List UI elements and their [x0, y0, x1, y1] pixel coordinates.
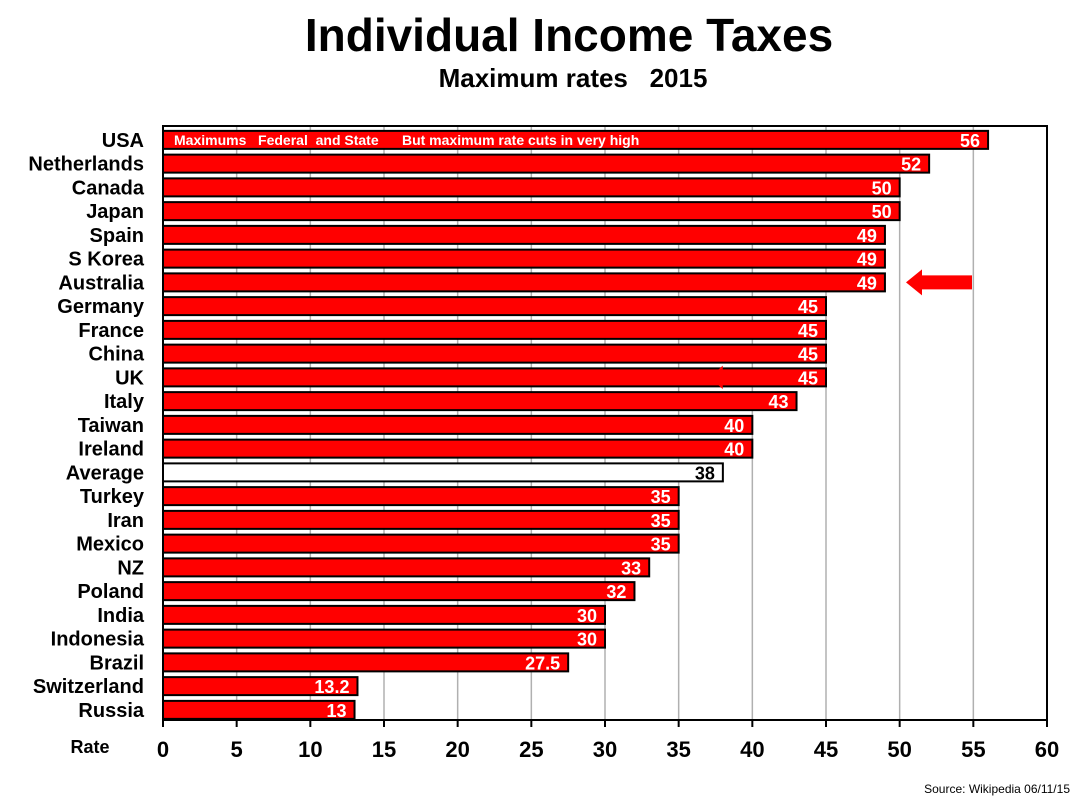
category-label: Mexico: [76, 534, 144, 556]
category-label: S Korea: [68, 249, 144, 271]
value-label: 40: [724, 416, 744, 436]
value-label: 35: [651, 535, 671, 555]
category-label: Australia: [58, 272, 144, 294]
plot-frame: [162, 125, 1048, 721]
source-note: Source: Wikipedia 06/11/15: [924, 782, 1070, 796]
category-label: Iran: [107, 510, 144, 532]
outline-arrow: [709, 365, 769, 390]
bar-india: [162, 604, 606, 625]
value-label: 43: [769, 392, 789, 412]
x-axis-ticks: 0 5 10 15 20 25 30 35 40 45 50 55 60: [157, 720, 1059, 762]
category-label: NZ: [117, 557, 144, 579]
value-label: 49: [857, 273, 877, 293]
value-label: 13.2: [314, 677, 349, 697]
category-label: Poland: [77, 581, 144, 603]
bar-uk: [162, 367, 827, 388]
category-label: Netherlands: [28, 154, 144, 176]
value-label: 30: [577, 606, 597, 626]
value-label: 45: [798, 345, 818, 365]
x-tick-label: 35: [666, 737, 690, 762]
category-label: USA: [102, 130, 144, 152]
category-label: Average: [66, 462, 144, 484]
bars: [162, 129, 990, 720]
value-label: 45: [798, 368, 818, 388]
bar-australia: [162, 272, 886, 293]
category-label: Japan: [86, 201, 144, 223]
x-tick-label: 20: [445, 737, 469, 762]
chart-subtitle: Maximum rates 2015: [439, 63, 708, 93]
value-label: 27.5: [525, 653, 560, 673]
bar-s-korea: [162, 248, 886, 269]
x-tick-label: 0: [157, 737, 169, 762]
value-label: 35: [651, 487, 671, 507]
x-tick-label: 10: [298, 737, 322, 762]
value-label: 49: [857, 250, 877, 270]
x-axis-title: Rate: [70, 737, 109, 757]
value-label: 33: [621, 558, 641, 578]
value-label: 35: [651, 511, 671, 531]
x-tick-label: 25: [519, 737, 543, 762]
bar-china: [162, 343, 827, 364]
bar-taiwan: [162, 414, 754, 435]
bar-poland: [162, 581, 636, 602]
category-label: Germany: [57, 296, 145, 318]
category-label: India: [97, 605, 145, 627]
category-label: Turkey: [80, 486, 145, 508]
value-label: 56: [960, 131, 980, 151]
value-label: 30: [577, 630, 597, 650]
bar-average: [162, 462, 724, 483]
bar-mexico: [162, 533, 680, 554]
solid-arrow: [906, 269, 972, 296]
category-label: Canada: [72, 177, 145, 199]
category-label: Indonesia: [51, 629, 145, 651]
bar-japan: [162, 201, 901, 222]
category-label: Switzerland: [33, 676, 144, 698]
category-label: France: [78, 320, 144, 342]
bar-brazil: [162, 652, 570, 673]
bar-italy: [162, 391, 798, 412]
category-label: China: [88, 344, 144, 366]
x-tick-label: 5: [231, 737, 243, 762]
bar-germany: [162, 296, 827, 317]
bar-canada: [162, 177, 901, 198]
category-label: Taiwan: [78, 415, 144, 437]
value-label: 45: [798, 297, 818, 317]
x-tick-label: 15: [372, 737, 396, 762]
value-label: 32: [606, 582, 626, 602]
category-label: UK: [115, 367, 144, 389]
usa-annotation: Maximums Federal and State But maximum r…: [174, 132, 639, 148]
bar-france: [162, 319, 827, 340]
category-label: Ireland: [78, 439, 144, 461]
bar-iran: [162, 509, 680, 530]
value-label: 40: [724, 440, 744, 460]
arrows: [709, 269, 972, 390]
category-label: Italy: [104, 391, 145, 413]
x-tick-label: 40: [740, 737, 764, 762]
bar-ireland: [162, 438, 754, 459]
category-label: Brazil: [90, 652, 144, 674]
x-tick-label: 30: [593, 737, 617, 762]
value-label: 49: [857, 226, 877, 246]
value-label: 50: [872, 202, 892, 222]
value-labels: 56 52 50 50 49 49 49 45 45 45 45 43 40 40 38 35 35 35 33 32…: [314, 131, 980, 721]
bar-nz: [162, 557, 651, 578]
value-label: 52: [901, 155, 921, 175]
x-tick-label: 60: [1035, 737, 1059, 762]
value-label: 45: [798, 321, 818, 341]
value-label: 13: [327, 701, 347, 721]
x-tick-label: 50: [887, 737, 911, 762]
x-tick-label: 45: [814, 737, 838, 762]
bar-indonesia: [162, 628, 606, 649]
value-label: 50: [872, 178, 892, 198]
bar-turkey: [162, 486, 680, 507]
chart-title: Individual Income Taxes: [305, 9, 833, 61]
category-label: Spain: [90, 225, 144, 247]
value-label: 38: [695, 463, 715, 483]
bar-netherlands: [162, 153, 931, 174]
bar-spain: [162, 224, 886, 245]
x-tick-label: 55: [961, 737, 985, 762]
category-label: Russia: [78, 700, 144, 722]
